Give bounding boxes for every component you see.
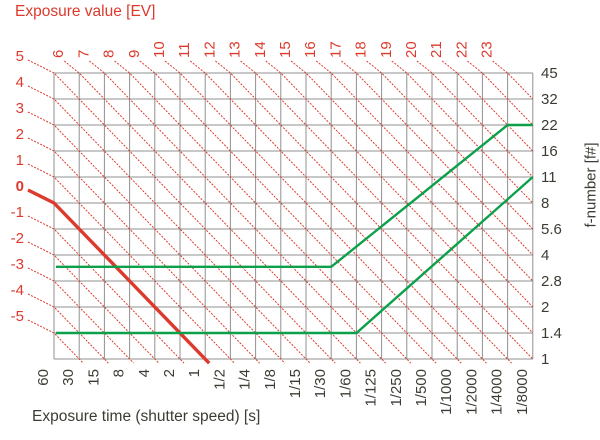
ev-top-tick-label: 15: [277, 41, 294, 58]
ev-left-tick-label: 2: [16, 126, 24, 143]
program-line-lower: [56, 176, 534, 335]
ev-left-tick-label: 5: [16, 48, 24, 65]
f-number-tick-label: 2.8: [541, 273, 562, 290]
f-number-tick-label: 2: [541, 299, 549, 316]
shutter-tick-label: 15: [85, 369, 102, 386]
shutter-tick-label: 1/500: [413, 369, 430, 407]
ev-left-tick-label: 4: [16, 74, 24, 91]
x-axis-title: Exposure time (shutter speed) [s]: [32, 408, 261, 425]
ev-left-tick-label: -1: [11, 204, 24, 221]
ev-left-tick-label: -4: [11, 282, 24, 299]
ev-iso-line: [27, 137, 260, 364]
ev-top-tick-label: 19: [378, 41, 395, 58]
ev-left-tick-label: -5: [11, 308, 24, 325]
ev-iso-line: [27, 163, 235, 364]
shutter-tick-label: 1/30: [312, 369, 329, 398]
ev-iso-line: [290, 60, 534, 308]
ev-iso-line: [27, 293, 109, 364]
ev-iso-line: [391, 60, 534, 204]
ev-iso-line: [27, 215, 185, 364]
ev-top-tick-label: 23: [479, 41, 496, 58]
f-number-tick-label: 16: [541, 143, 558, 160]
shutter-tick-label: 2: [161, 369, 178, 377]
ev-iso-line: [416, 60, 534, 178]
ev-left-ticks: 5 4 3 2 1 0 -1 -2 -3 -4 -5: [11, 48, 24, 325]
ev-iso-line: [315, 60, 534, 282]
program-line-upper: [56, 123, 533, 269]
ev-top-tick-label: 7: [75, 50, 92, 58]
shutter-tick-label: 1/60: [337, 369, 354, 398]
f-number-tick-label: 5.6: [541, 221, 562, 238]
ev-top-tick-label: 6: [50, 50, 67, 58]
ev-iso-line: [366, 60, 534, 230]
shutter-tick-label: 1/4: [237, 369, 254, 390]
shutter-tick-label: 1/125: [363, 369, 380, 407]
f-number-tick-label: 1: [541, 351, 549, 368]
shutter-tick-label: 1/250: [388, 369, 405, 407]
shutter-tick-label: 1/8000: [514, 369, 531, 415]
ev-iso-line: [27, 267, 134, 364]
shutter-tick-label: 1: [186, 369, 203, 377]
ev-top-tick-label: 11: [176, 42, 193, 58]
shutter-tick-label: 1/2: [211, 369, 228, 390]
shutter-tick-label: 8: [111, 369, 128, 377]
shutter-ticks: 60 30 15 8 4 2 1 1/2 1/4 1/8 1/15 1/30 1/60 1/125 1/25…: [35, 369, 531, 415]
ev-zero-line: [27, 188, 211, 365]
ev-iso-line: [27, 59, 336, 364]
ev-top-tick-label: 18: [353, 41, 370, 58]
ev-left-tick-label: 0: [16, 178, 24, 195]
ev-iso-line: [27, 319, 84, 364]
ev-top-tick-label: 9: [126, 50, 143, 58]
ev-left-tick-label: -3: [11, 256, 24, 273]
ev-left-tick-label: 1: [16, 152, 24, 169]
ev-left-tick-label: 3: [16, 100, 24, 117]
ev-iso-line: [492, 60, 534, 100]
f-number-tick-label: 32: [541, 91, 558, 108]
ev-top-tick-label: 20: [403, 41, 420, 58]
shutter-tick-label: 60: [35, 369, 52, 386]
f-number-tick-label: 45: [541, 65, 558, 82]
shutter-tick-label: 30: [60, 369, 77, 386]
f-number-tick-label: 4: [541, 247, 549, 264]
ev-iso-line: [27, 85, 311, 364]
ev-left-tick-label: -2: [11, 230, 24, 247]
shutter-tick-label: 1/8: [262, 369, 279, 390]
ev-top-tick-label: 12: [201, 41, 218, 58]
shutter-tick-label: 4: [136, 369, 153, 377]
ev-top-tick-label: 22: [453, 41, 470, 58]
ev-top-tick-label: 8: [101, 50, 118, 58]
ev-iso-line: [27, 111, 286, 364]
ev-top-tick-label: 13: [227, 41, 244, 58]
shutter-tick-label: 1/4000: [489, 369, 506, 415]
shutter-tick-label: 1/2000: [463, 369, 480, 415]
ev-top-tick-label: 14: [252, 41, 269, 58]
ev-top-tick-label: 17: [327, 41, 344, 58]
chart-title: Exposure value [EV]: [15, 3, 156, 20]
shutter-tick-label: 1/15: [287, 369, 304, 398]
ev-iso-line: [27, 241, 160, 364]
ev-top-tick-label: 21: [428, 41, 445, 58]
f-number-ticks: 45 32 22 16 11 8 5.6 4 2.8 2 1.4 1: [541, 65, 562, 368]
ev-iso-line: [467, 60, 534, 126]
ev-iso-line: [441, 60, 534, 152]
ev-lines: [27, 59, 534, 365]
f-number-tick-label: 1.4: [541, 325, 562, 342]
ev-top-tick-label: 10: [151, 41, 168, 58]
f-number-tick-label: 8: [541, 195, 549, 212]
shutter-tick-label: 1/1000: [438, 369, 455, 415]
ev-top-tick-label: 16: [302, 41, 319, 58]
f-number-tick-label: 22: [541, 117, 558, 134]
f-number-tick-label: 11: [541, 169, 557, 186]
y-axis-title: f-number [f#]: [582, 142, 600, 228]
ev-top-ticks: 6 7 8 9 10 11 12 13 14 15 16 17 18 19 20 21 22 23: [50, 41, 495, 58]
ev-iso-line: [341, 60, 534, 256]
